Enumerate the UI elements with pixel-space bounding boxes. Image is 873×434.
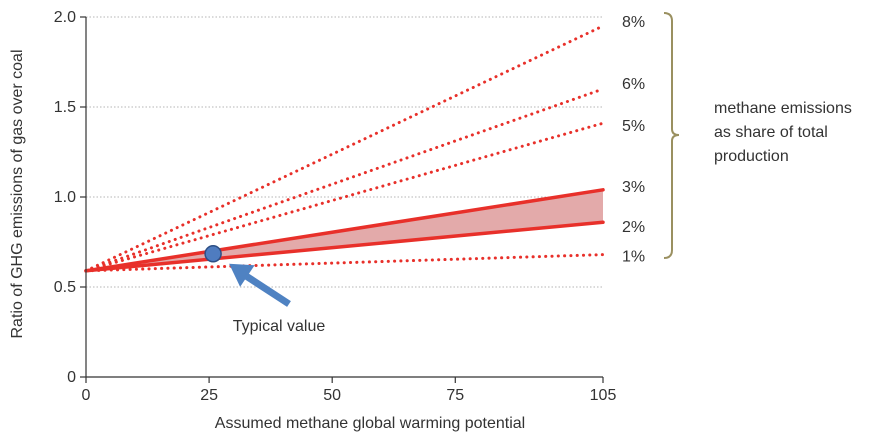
series-line-6 [84, 253, 605, 273]
x-tick-label-4: 105 [590, 387, 617, 404]
bracket-label-line-3: production [714, 148, 789, 165]
x-tick-label-2: 50 [323, 387, 341, 404]
x-tick-label-3: 75 [446, 387, 464, 404]
series-label-2: 6% [622, 76, 645, 93]
y-tick-label-0: 0 [67, 369, 76, 386]
y-tick-label-1: 0.5 [54, 279, 76, 296]
series-label-4: 3% [622, 179, 645, 196]
y-tick-label-4: 2.0 [54, 9, 76, 26]
y-tick-label-2: 1.0 [54, 189, 76, 206]
series-line-3 [84, 121, 605, 273]
x-tick-label-0: 0 [82, 387, 91, 404]
typical-value-label: Typical value [233, 318, 326, 335]
bracket-shape [663, 12, 680, 259]
x-tick-label-1: 25 [200, 387, 218, 404]
series-line-5 [84, 220, 605, 273]
bracket-label-line-2: as share of total [714, 124, 828, 141]
y-axis-title: Ratio of GHG emissions of gas over coal [9, 49, 26, 338]
x-axis-title: Assumed methane global warming potential [215, 415, 525, 432]
series-layer [84, 24, 605, 273]
series-label-3: 5% [622, 118, 645, 135]
series-labels: 8% 6% 5% 3% 2% 1% [622, 14, 645, 266]
typical-value-marker [204, 245, 222, 263]
series-line-1 [84, 24, 605, 273]
series-label-1: 8% [622, 14, 645, 31]
axes [80, 16, 604, 383]
tick-labels: 0 0.5 1.0 1.5 2.0 0 25 50 75 105 [54, 9, 617, 404]
series-label-5: 2% [622, 219, 645, 236]
series-label-6: 1% [622, 249, 645, 266]
gridlines [86, 16, 603, 288]
series-line-4 [84, 188, 605, 273]
arrow-head [229, 263, 255, 287]
bracket-label-line-1: methane emissions [714, 100, 852, 117]
bracket-layer: methane emissions as share of total produc… [663, 12, 852, 259]
y-tick-label-3: 1.5 [54, 99, 76, 116]
annotation-layer: Typical value [204, 245, 326, 335]
